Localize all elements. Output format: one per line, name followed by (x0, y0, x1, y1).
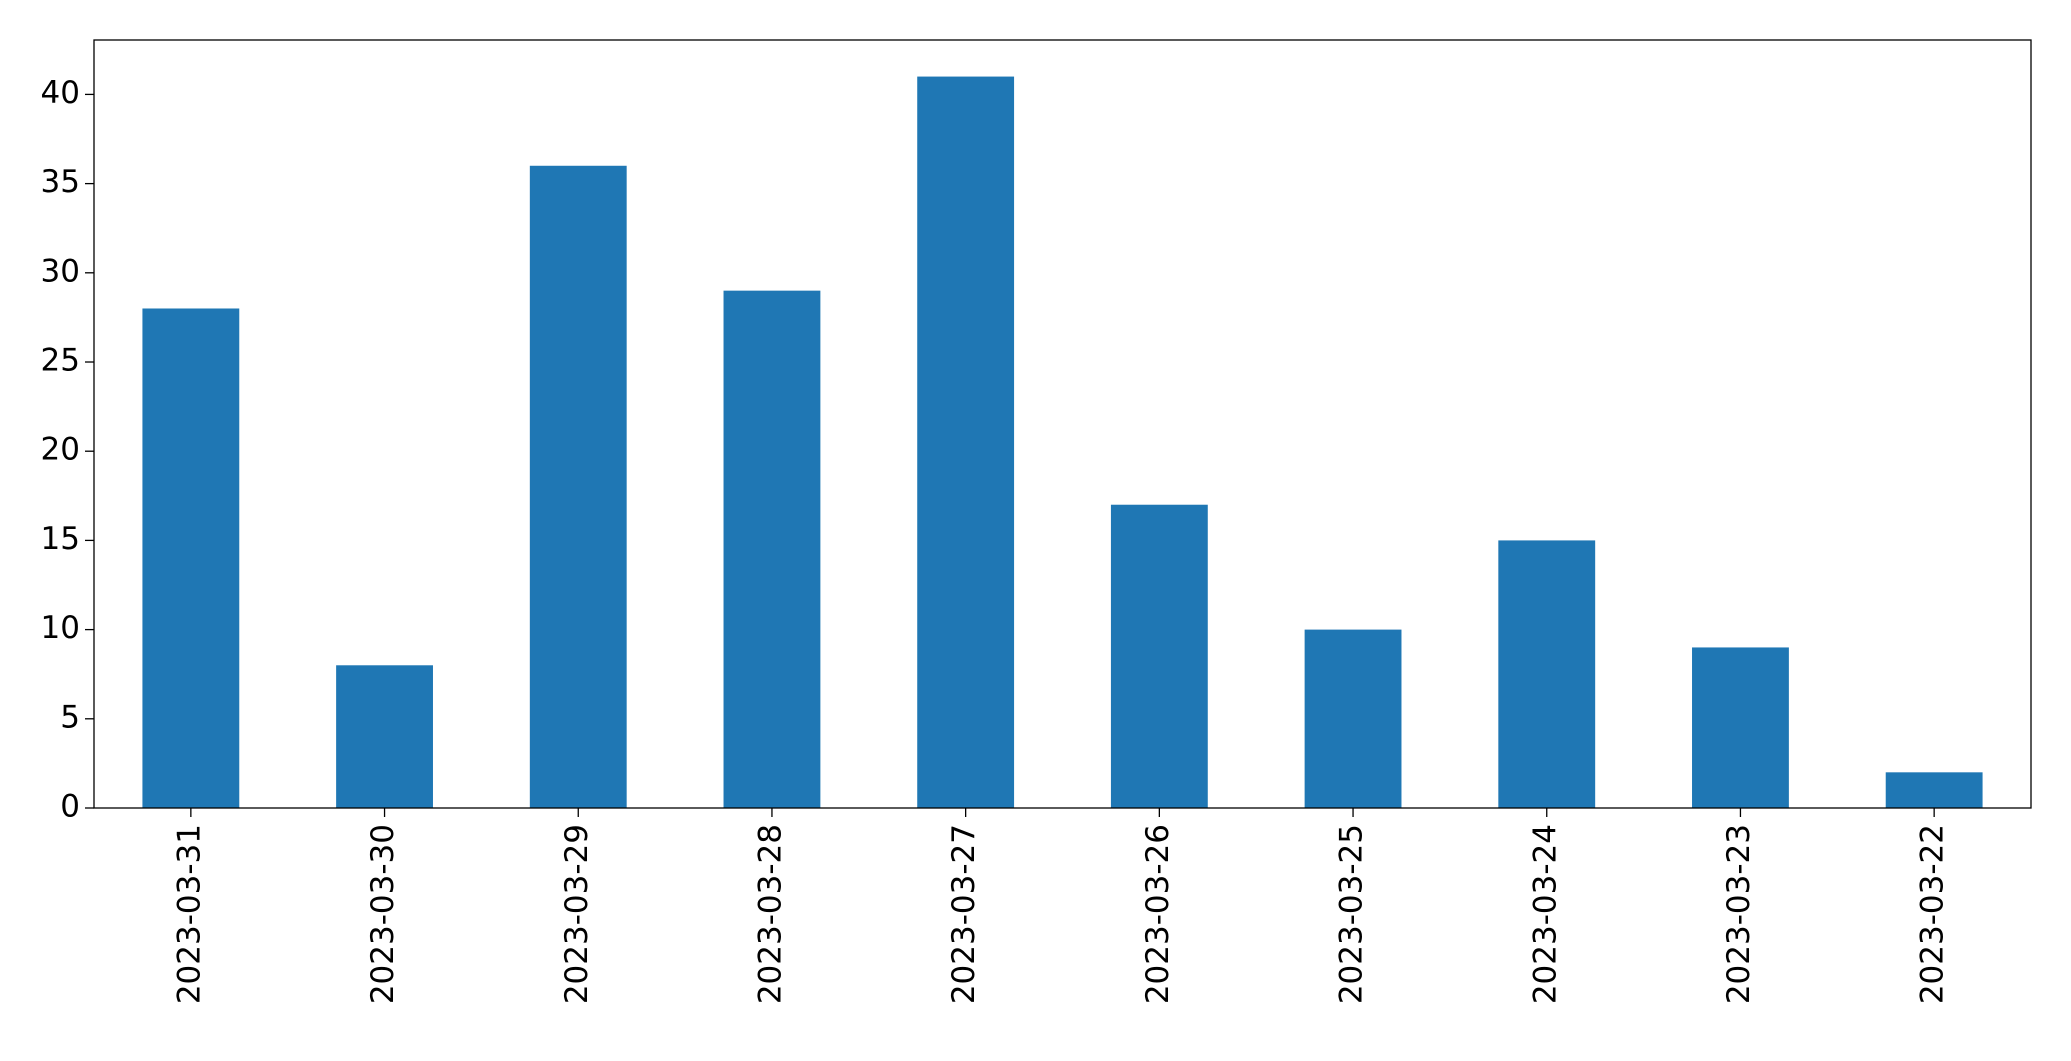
bar (723, 290, 821, 808)
bar (1110, 504, 1208, 808)
y-tick-label: 5 (60, 699, 80, 735)
x-tick-label: 2023-03-22 (1915, 824, 1951, 1004)
bar (917, 76, 1015, 809)
y-tick-label: 25 (41, 343, 80, 379)
x-tick-label: 2023-03-27 (946, 824, 982, 1004)
bar (336, 665, 433, 808)
y-tick-label: 20 (41, 432, 80, 468)
x-tick-label: 2023-03-23 (1721, 824, 1757, 1004)
bar (1692, 647, 1789, 808)
bar (1498, 540, 1596, 808)
bar (142, 308, 240, 808)
y-tick-label: 15 (41, 521, 80, 557)
x-tick-label: 2023-03-29 (559, 824, 595, 1004)
y-tick-label: 30 (41, 253, 80, 289)
bar (529, 165, 627, 809)
bar (1885, 772, 1983, 808)
y-tick-label: 35 (41, 164, 80, 200)
plot-frame (93, 39, 2032, 809)
y-tick-label: 0 (60, 789, 80, 825)
x-tick-label: 2023-03-25 (1334, 824, 1370, 1004)
y-tick-label: 40 (41, 75, 80, 111)
bar (1304, 629, 1402, 808)
x-tick-label: 2023-03-30 (365, 824, 401, 1004)
x-tick-label: 2023-03-31 (171, 824, 207, 1004)
x-tick-label: 2023-03-24 (1527, 824, 1563, 1004)
x-tick-label: 2023-03-26 (1140, 824, 1176, 1004)
y-tick-label: 10 (41, 610, 80, 646)
x-tick-label: 2023-03-28 (752, 824, 788, 1004)
